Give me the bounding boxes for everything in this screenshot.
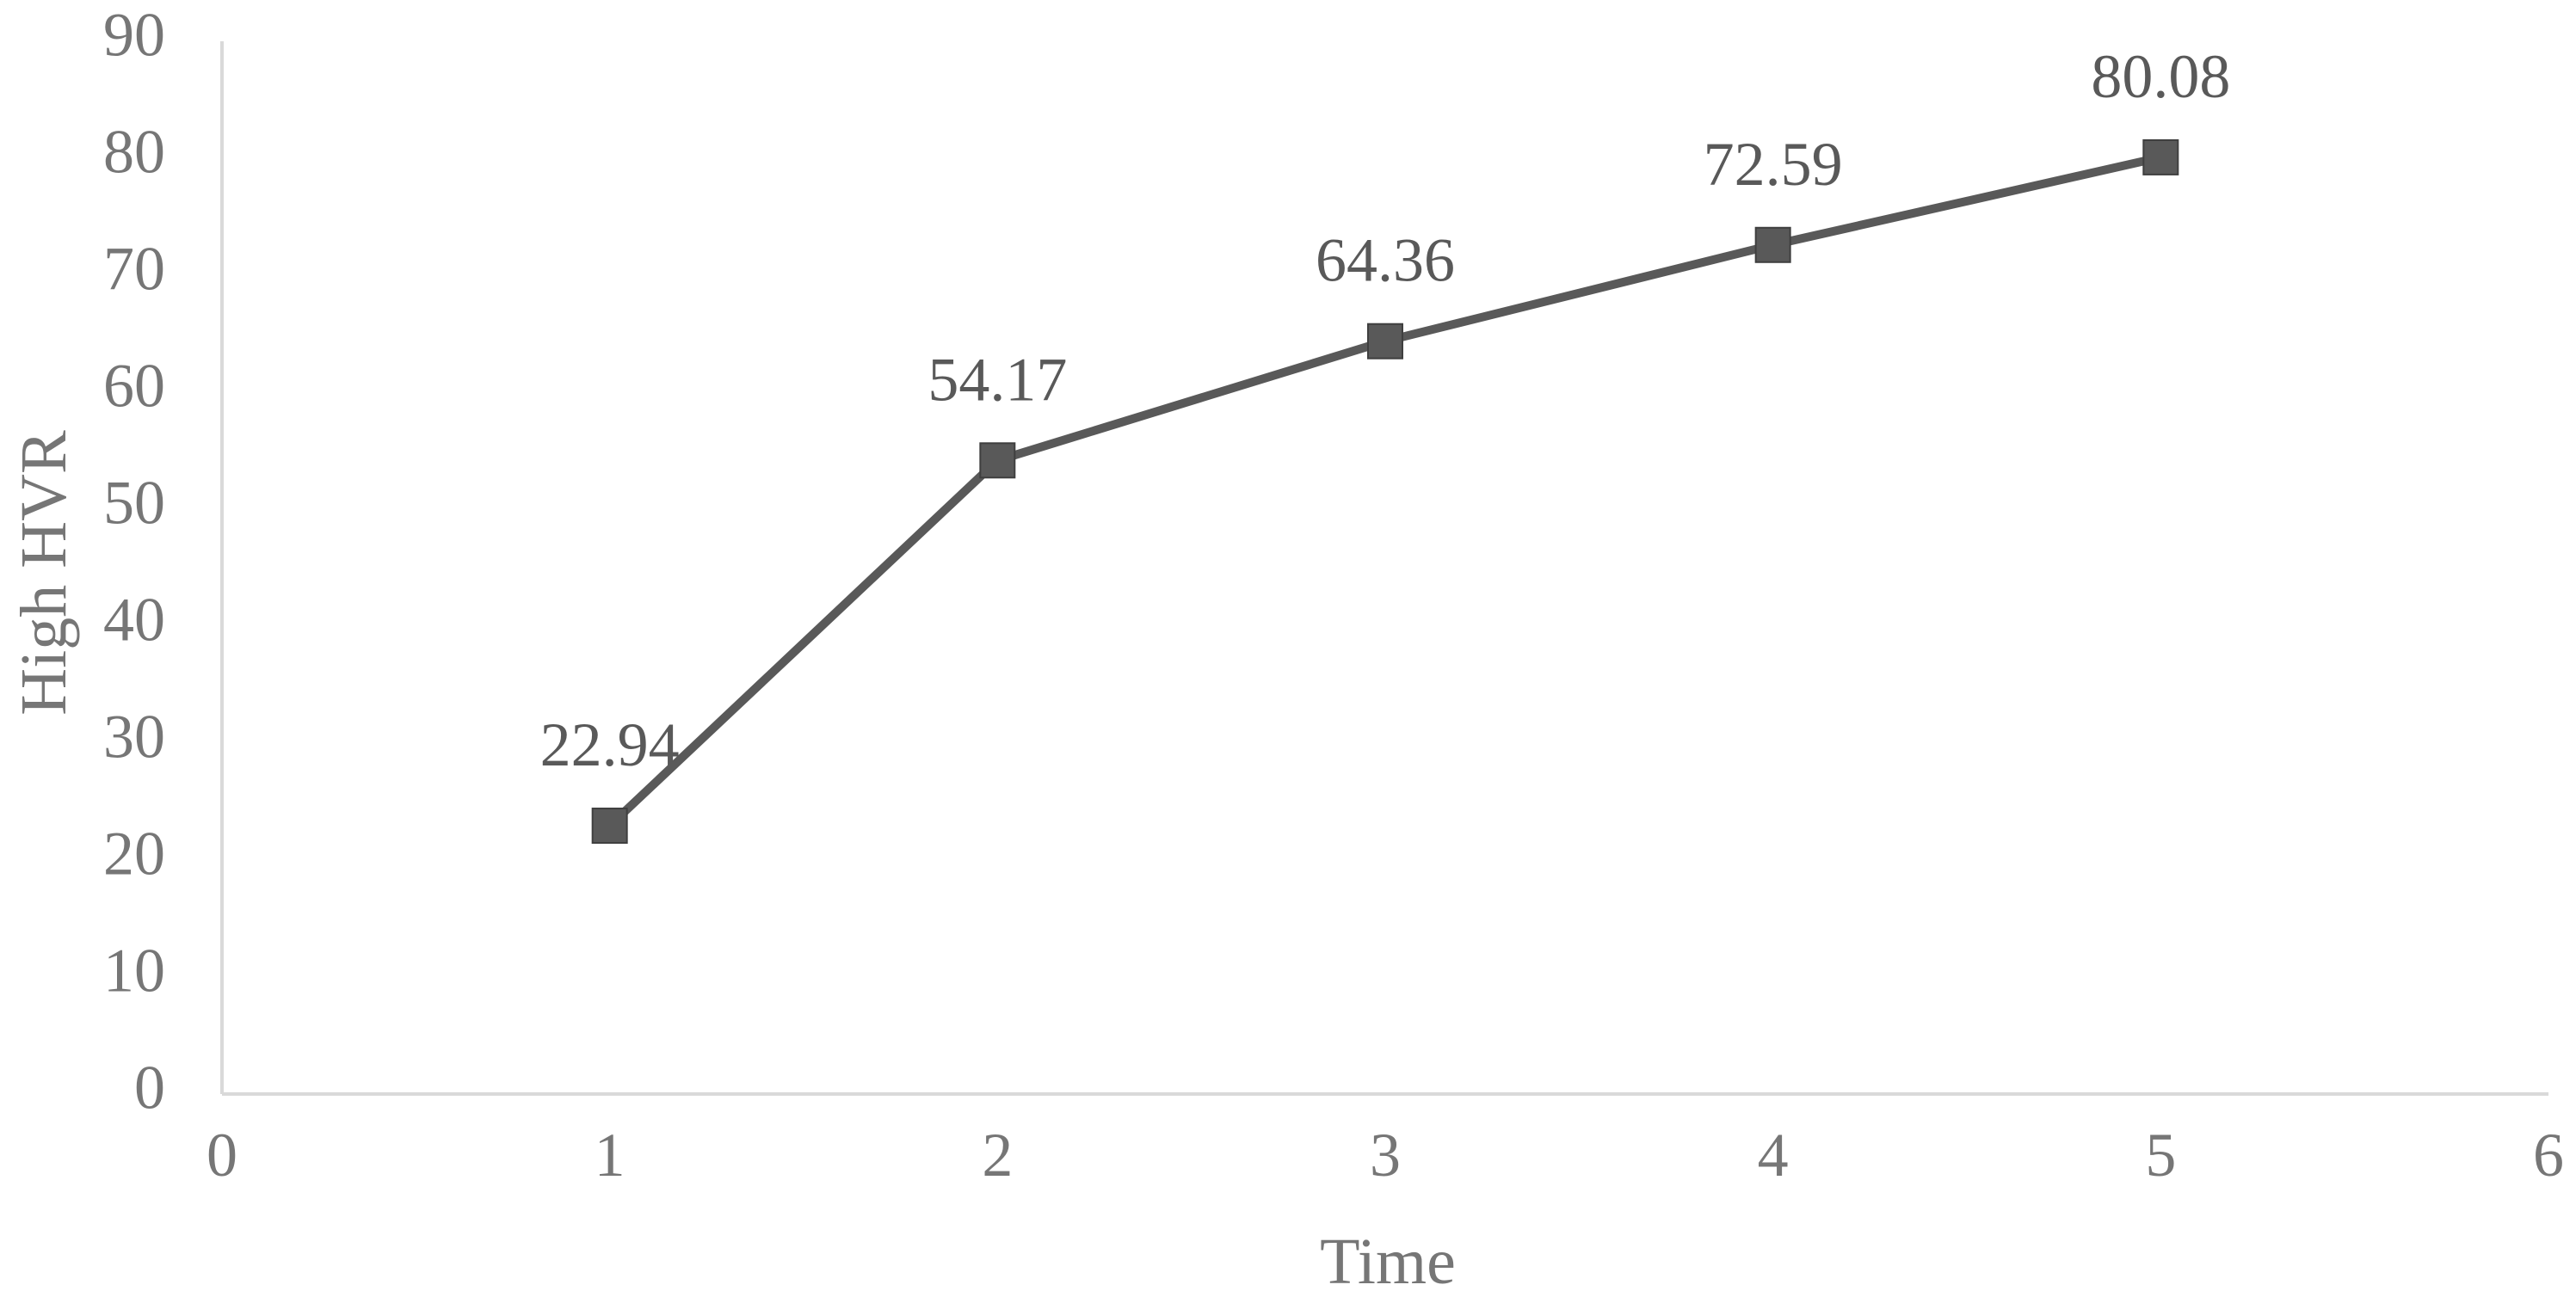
- x-tick-label: 4: [1758, 1121, 1789, 1189]
- data-point-marker: [591, 808, 628, 845]
- x-tick-label: 3: [1370, 1121, 1401, 1189]
- data-labels-layer: 22.94 54.17 64.36 72.59 80.08: [540, 42, 2231, 779]
- axes-layer: [220, 41, 2548, 1096]
- y-tick-label: 70: [103, 235, 165, 304]
- y-tick-label: 20: [103, 820, 165, 888]
- x-axis-title: Time: [1320, 1226, 1456, 1297]
- x-tick-label: 6: [2533, 1121, 2564, 1189]
- y-tick-label: 60: [103, 352, 165, 421]
- data-point-marker: [1754, 226, 1791, 263]
- y-tick-label: 30: [103, 703, 165, 771]
- series-layer: [591, 138, 2179, 845]
- y-tick-label: 10: [103, 937, 165, 1005]
- tick-labels-layer: 0 10 20 30 40 50 60 70 80 90 0 1 2 3 4 5 6: [103, 1, 2564, 1189]
- x-tick-label: 5: [2145, 1121, 2176, 1189]
- y-tick-label: 50: [103, 469, 165, 538]
- x-tick-label: 0: [206, 1121, 237, 1189]
- data-point-marker: [2142, 138, 2179, 175]
- y-axis-title: High HVR: [8, 430, 80, 716]
- x-tick-label: 1: [595, 1121, 626, 1189]
- data-label: 54.17: [927, 345, 1067, 414]
- y-tick-label: 0: [134, 1054, 165, 1122]
- data-point-marker: [979, 442, 1016, 479]
- y-tick-label: 40: [103, 586, 165, 655]
- y-tick-label: 80: [103, 118, 165, 187]
- data-label: 22.94: [540, 710, 680, 779]
- y-tick-label: 90: [103, 1, 165, 70]
- data-label: 80.08: [2091, 42, 2230, 111]
- data-label: 64.36: [1316, 226, 1455, 295]
- x-tick-label: 2: [982, 1121, 1013, 1189]
- data-label: 72.59: [1704, 130, 1843, 199]
- data-point-marker: [1367, 323, 1403, 360]
